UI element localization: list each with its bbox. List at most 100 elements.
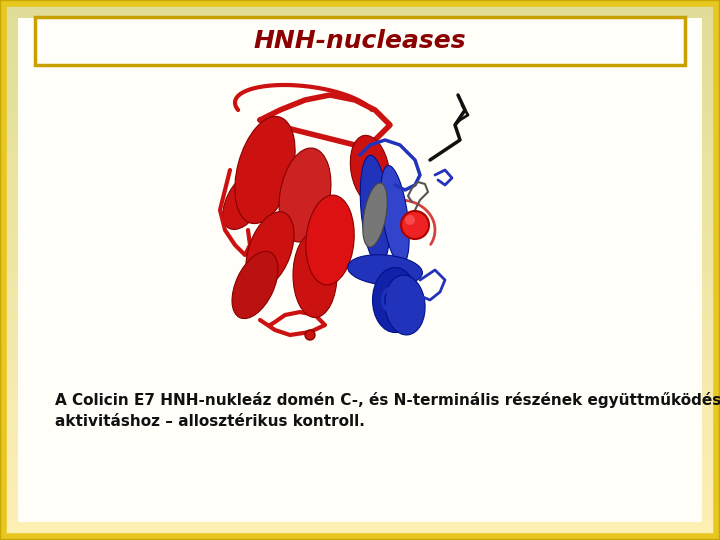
Bar bbox=[0, 252, 720, 253]
Bar bbox=[0, 229, 720, 230]
Bar bbox=[0, 536, 720, 537]
Bar bbox=[0, 103, 720, 104]
Bar bbox=[0, 221, 720, 222]
Bar bbox=[0, 4, 720, 5]
Bar bbox=[0, 481, 720, 482]
Bar bbox=[0, 442, 720, 443]
Ellipse shape bbox=[351, 136, 390, 205]
Bar bbox=[0, 511, 720, 512]
Bar bbox=[0, 388, 720, 389]
Bar bbox=[0, 173, 720, 174]
Bar bbox=[0, 403, 720, 404]
Bar bbox=[0, 191, 720, 192]
Bar bbox=[0, 147, 720, 148]
Bar bbox=[0, 163, 720, 164]
Bar bbox=[0, 273, 720, 274]
Ellipse shape bbox=[279, 148, 331, 242]
Bar bbox=[0, 297, 720, 298]
Bar bbox=[0, 122, 720, 123]
Bar bbox=[0, 74, 720, 75]
Bar bbox=[0, 491, 720, 492]
Bar bbox=[0, 71, 720, 72]
Bar bbox=[0, 256, 720, 257]
Bar bbox=[0, 193, 720, 194]
Bar bbox=[0, 304, 720, 305]
Bar bbox=[0, 187, 720, 188]
Bar bbox=[0, 362, 720, 363]
Bar bbox=[0, 86, 720, 87]
Bar bbox=[0, 18, 720, 19]
Bar bbox=[0, 49, 720, 50]
Bar bbox=[0, 407, 720, 408]
Bar bbox=[0, 5, 720, 6]
Bar bbox=[0, 492, 720, 493]
Bar bbox=[0, 34, 720, 35]
Bar bbox=[0, 487, 720, 488]
Bar bbox=[0, 399, 720, 400]
Bar bbox=[0, 116, 720, 117]
Bar bbox=[0, 296, 720, 297]
Bar bbox=[0, 489, 720, 490]
Bar bbox=[0, 28, 720, 29]
Bar bbox=[0, 289, 720, 290]
Bar bbox=[0, 145, 720, 146]
Bar bbox=[0, 383, 720, 384]
Bar bbox=[0, 315, 720, 316]
Bar bbox=[0, 77, 720, 78]
Bar bbox=[0, 140, 720, 141]
Bar bbox=[0, 104, 720, 105]
Bar bbox=[0, 271, 720, 272]
Bar bbox=[0, 438, 720, 439]
Bar bbox=[0, 323, 720, 324]
Bar bbox=[0, 90, 720, 91]
Bar bbox=[0, 524, 720, 525]
Bar bbox=[0, 418, 720, 419]
Bar bbox=[0, 504, 720, 505]
Bar bbox=[0, 81, 720, 82]
Bar bbox=[0, 151, 720, 152]
Bar bbox=[0, 333, 720, 334]
Bar bbox=[0, 272, 720, 273]
Bar bbox=[0, 290, 720, 291]
Bar bbox=[0, 460, 720, 461]
Bar bbox=[0, 500, 720, 501]
Bar bbox=[0, 198, 720, 199]
Bar bbox=[0, 20, 720, 21]
Bar bbox=[0, 330, 720, 331]
Bar bbox=[0, 79, 720, 80]
Bar bbox=[0, 165, 720, 166]
Text: A Colicin E7 HNH-nukleáz domén C-, és N-terminális részének együttműködése: az N: A Colicin E7 HNH-nukleáz domén C-, és N-… bbox=[55, 392, 720, 408]
Bar bbox=[0, 357, 720, 358]
Bar bbox=[0, 48, 720, 49]
Bar bbox=[0, 287, 720, 288]
Bar bbox=[0, 230, 720, 231]
Bar bbox=[0, 209, 720, 210]
Bar bbox=[0, 141, 720, 142]
Bar bbox=[0, 446, 720, 447]
Bar bbox=[0, 335, 720, 336]
Bar bbox=[0, 131, 720, 132]
Bar bbox=[0, 521, 720, 522]
Ellipse shape bbox=[306, 195, 354, 285]
Bar bbox=[0, 73, 720, 74]
Bar bbox=[0, 370, 720, 371]
Bar bbox=[0, 274, 720, 275]
Bar bbox=[0, 319, 720, 320]
Bar bbox=[0, 467, 720, 468]
Bar bbox=[0, 281, 720, 282]
Bar bbox=[0, 365, 720, 366]
Bar bbox=[0, 231, 720, 232]
Bar bbox=[0, 121, 720, 122]
Bar bbox=[0, 53, 720, 54]
Bar bbox=[0, 135, 720, 136]
Bar bbox=[0, 58, 720, 59]
Bar bbox=[0, 391, 720, 392]
Bar bbox=[0, 338, 720, 339]
Bar bbox=[0, 424, 720, 425]
Bar bbox=[0, 210, 720, 211]
Bar bbox=[0, 204, 720, 205]
Bar bbox=[0, 329, 720, 330]
Bar bbox=[0, 295, 720, 296]
Bar bbox=[0, 378, 720, 379]
Bar bbox=[0, 294, 720, 295]
